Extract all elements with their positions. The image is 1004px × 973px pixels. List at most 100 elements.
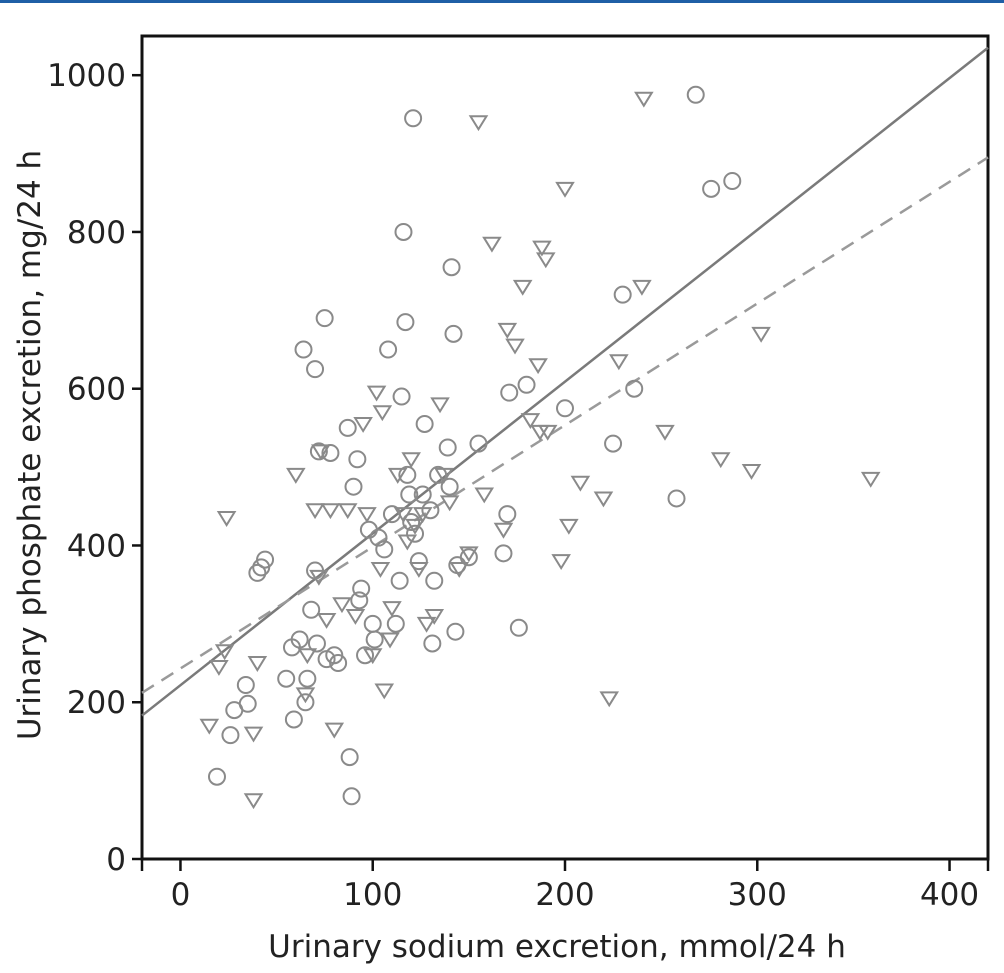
circle-point (625, 379, 644, 398)
triangle-point (497, 322, 518, 339)
circle-point (344, 477, 363, 496)
circle-point (429, 465, 448, 484)
circle-point (306, 360, 325, 379)
circle-point (494, 544, 513, 563)
x-axis-ticks: 0 100 200 300 400 (140, 859, 990, 913)
circle-point (369, 528, 388, 547)
triangle-point (405, 518, 425, 535)
circle-point (342, 787, 361, 806)
triangle-point (710, 452, 731, 469)
triangle-point (459, 546, 479, 563)
plot-border (140, 34, 990, 861)
triangle-point (634, 91, 654, 108)
circle-point (298, 669, 317, 688)
circle-point (394, 222, 413, 241)
circle-point (321, 443, 340, 462)
circle-point (302, 600, 321, 619)
circle-point (723, 172, 742, 191)
circle-point (392, 387, 411, 406)
triangle-point (370, 561, 391, 578)
triangle-point (382, 601, 402, 618)
triangle-point (412, 507, 433, 524)
circle-point (613, 285, 632, 304)
triangle-point (324, 722, 345, 739)
circle-point (315, 309, 334, 328)
y-axis-ticks: 0 200 400 600 800 1000 (47, 58, 142, 878)
triangle-point (387, 467, 408, 484)
triangle-point (209, 659, 229, 676)
triangle-point (416, 616, 437, 633)
circle-point (294, 340, 313, 359)
x-axis-title: Urinary sodium excretion, mmol/24 h (268, 929, 846, 965)
circle-point (398, 465, 417, 484)
triangle-point (512, 279, 533, 296)
y-tick-label: 1000 (47, 58, 126, 94)
circle-point (667, 489, 686, 508)
x-tick-label: 400 (920, 877, 979, 913)
triangle-point (468, 115, 489, 132)
triangle-point (559, 518, 579, 535)
circle-point (409, 552, 428, 571)
triangle-point (247, 656, 268, 672)
triangle-point (393, 507, 414, 524)
triangle-point (372, 405, 393, 422)
circle-point (309, 442, 328, 461)
triangle-point (520, 413, 541, 429)
triangle-point (380, 632, 400, 649)
triangle-point (199, 718, 220, 735)
triangle-point (655, 424, 675, 441)
triangle-point (482, 236, 502, 253)
x-tick-label: 200 (535, 877, 594, 913)
triangle-point (528, 358, 548, 375)
triangle-point (216, 511, 237, 527)
triangle-point (474, 487, 495, 504)
fit-lines (141, 46, 989, 717)
circle-point (375, 540, 394, 559)
triangle-point (570, 475, 591, 492)
circle-point (236, 675, 255, 694)
top-accent-bar (0, 0, 1004, 3)
triangle-point (434, 467, 454, 484)
solid-fit-line (141, 46, 989, 717)
circle-point (446, 622, 465, 641)
circle-point (352, 579, 371, 598)
triangle-point (295, 687, 316, 704)
circle-point (459, 548, 478, 567)
circle-point (396, 313, 415, 332)
triangle-point (535, 252, 556, 269)
triangle-point (214, 644, 235, 661)
circle-point (438, 438, 457, 457)
triangle-point (320, 503, 341, 520)
triangle-point (297, 648, 318, 665)
circle-point (556, 399, 574, 418)
circle-point (421, 501, 440, 520)
circle-point (390, 571, 409, 590)
triangle-point (449, 561, 470, 578)
triangle-point (551, 554, 571, 571)
triangle-point (243, 726, 264, 743)
circle-point (307, 634, 326, 653)
y-tick-label: 200 (67, 685, 126, 721)
triangle-point (353, 416, 373, 433)
triangle-point (555, 181, 575, 198)
circle-point (442, 258, 461, 277)
y-tick-label: 0 (106, 842, 126, 878)
circle-point (498, 505, 517, 524)
triangle-point (332, 597, 352, 614)
circle-point (284, 710, 303, 729)
plot-frame (140, 34, 990, 861)
circle-point (406, 524, 425, 543)
triangle-point (401, 452, 421, 469)
circle-point (296, 693, 315, 712)
triangle-point (430, 397, 450, 414)
triangle-point (741, 464, 762, 480)
x-tick-label: 100 (343, 877, 402, 913)
triangle-point (337, 503, 358, 520)
data-markers (199, 85, 881, 810)
triangle-point (311, 444, 331, 461)
circle-point (517, 375, 536, 394)
triangle-point (424, 609, 445, 625)
circle-point (686, 85, 705, 104)
y-axis-title: Urinary phosphate excretion, mg/24 h (12, 150, 48, 740)
circle-point (702, 179, 721, 198)
